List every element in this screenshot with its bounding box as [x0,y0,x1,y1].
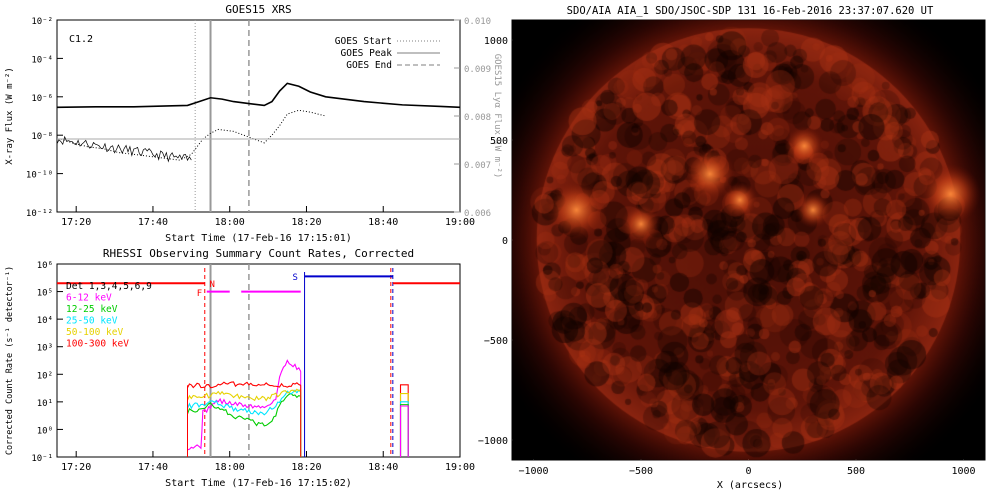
aia-solar-image [0,0,1000,500]
solar-summary-figure: GOES15 XRSC1.217:2017:4018:0018:2018:401… [0,0,1000,500]
